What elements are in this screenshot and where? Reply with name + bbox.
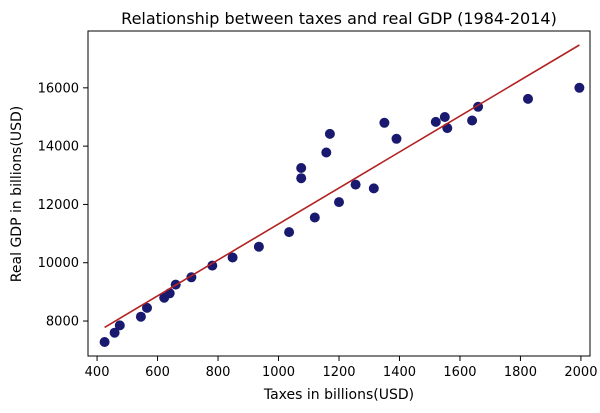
x-tick-label: 2000 [564,365,597,380]
x-tick-label: 1800 [504,365,537,380]
x-axis-label: Taxes in billions(USD) [263,387,414,403]
data-point [430,116,441,127]
y-tick-label: 12000 [38,198,79,213]
x-tick-label: 600 [145,365,170,380]
data-point [142,302,152,313]
data-point [439,112,450,122]
x-tick-label: 1600 [443,365,476,380]
data-point [109,327,120,338]
x-tick-label: 1200 [322,365,355,380]
data-point [379,117,390,128]
data-point [114,320,125,331]
data-point [350,179,361,190]
data-point [296,173,307,184]
x-tick-label: 1400 [383,365,416,380]
axes-frame [87,30,591,357]
fit-line [104,44,580,329]
data-point [296,163,307,173]
data-point [574,82,585,93]
data-point [135,311,146,322]
x-tick-label: 1000 [262,365,295,380]
x-axis: 400 600 800 1000 1200 1400 1600 1800 2000 [85,356,597,380]
y-axis-label: Real GDP in billions(USD) [9,106,25,282]
data-point [284,227,295,238]
data-point [467,115,478,126]
data-point [309,212,320,223]
data-point [164,288,175,299]
y-axis: 8000 10000 12000 14000 16000 [38,81,88,330]
data-point [523,93,533,104]
data-point [321,147,332,158]
chart-title: Relationship between taxes and real GDP … [121,9,557,28]
data-point [442,123,453,134]
y-tick-label: 16000 [38,81,79,96]
x-tick-label: 800 [206,365,231,380]
y-tick-label: 10000 [38,256,79,271]
data-point [368,183,379,194]
data-point [253,241,264,252]
data-point [324,128,335,139]
data-point [334,197,344,208]
y-tick-label: 8000 [46,315,79,330]
data-point [99,337,110,347]
data-point [227,252,238,263]
x-tick-label: 400 [85,365,110,380]
data-point [391,133,402,144]
y-tick-label: 14000 [38,140,79,155]
data-point [207,260,218,271]
plot-area [99,44,585,347]
